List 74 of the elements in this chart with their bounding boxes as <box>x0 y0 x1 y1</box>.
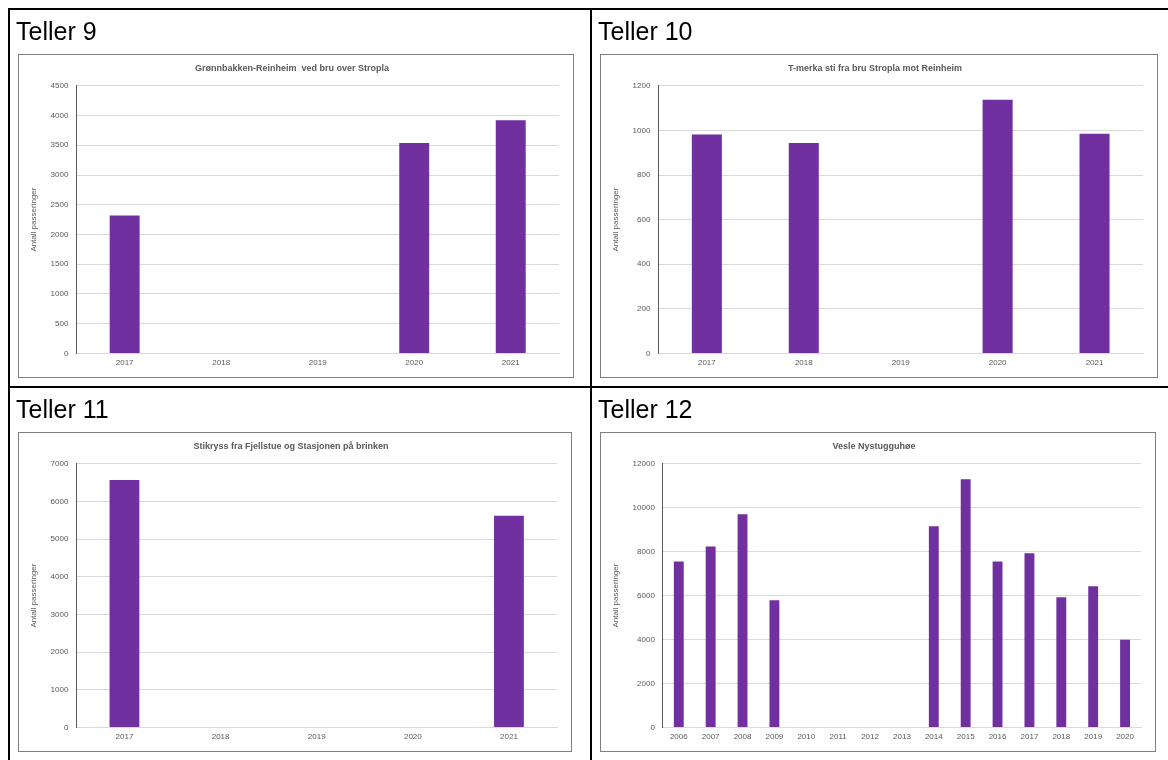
y-tick-label: 6000 <box>50 496 69 506</box>
y-tick-label: 12000 <box>632 459 656 468</box>
x-tick-label: 2016 <box>988 732 1007 742</box>
y-tick-label: 800 <box>637 170 651 180</box>
y-tick-label: 3500 <box>50 140 69 150</box>
x-tick-label: 2008 <box>733 732 752 742</box>
x-tick-label: 2013 <box>893 732 912 742</box>
y-tick-label: 1000 <box>50 684 69 694</box>
chart-subtitle: Vesle Nystugguhøe <box>832 440 916 451</box>
y-tick-label: 500 <box>55 318 69 328</box>
y-tick-label: 0 <box>63 722 69 732</box>
x-tick-label: 2007 <box>701 732 721 742</box>
y-tick-label: 600 <box>637 214 651 224</box>
x-tick-label: 2021 <box>1085 358 1104 368</box>
chart-title: Teller 10 <box>598 16 693 46</box>
x-tick-label: 2020 <box>1116 732 1135 742</box>
y-axis-title: Antall passeringer <box>29 187 38 252</box>
y-tick-label: 4000 <box>50 110 69 120</box>
y-tick-label: 0 <box>645 348 651 358</box>
x-tick-label: 2010 <box>797 732 816 742</box>
y-tick-label: 0 <box>650 722 656 732</box>
y-tick-label: 1000 <box>632 125 651 135</box>
y-tick-label: 5000 <box>50 534 69 544</box>
y-tick-label: 1200 <box>632 81 651 90</box>
y-tick-label: 3000 <box>50 609 69 619</box>
chart-subtitle: Grønnbakken-Reinheim ved bru over Stropla <box>194 62 391 73</box>
chart-title: Teller 12 <box>598 394 693 424</box>
x-tick-label: 2012 <box>861 732 880 742</box>
x-tick-label: 2017 <box>1020 732 1039 742</box>
x-tick-label: 2009 <box>765 732 784 742</box>
y-tick-label: 400 <box>637 259 651 269</box>
x-tick-label: 2015 <box>956 732 976 742</box>
chart-title: Teller 11 <box>16 394 109 424</box>
x-tick-label: 2017 <box>697 358 717 368</box>
x-tick-label: 2019 <box>891 358 911 368</box>
y-tick-label: 6000 <box>637 590 656 600</box>
x-tick-label: 2019 <box>308 358 328 368</box>
y-tick-label: 4000 <box>50 571 69 581</box>
x-tick-label: 2014 <box>924 732 944 742</box>
x-tick-label: 2021 <box>500 732 519 742</box>
x-tick-label: 2017 <box>115 358 135 368</box>
y-tick-label: 1500 <box>50 259 69 269</box>
y-tick-label: 200 <box>637 304 651 313</box>
x-tick-label: 2011 <box>829 732 848 742</box>
x-tick-label: 2021 <box>501 358 521 368</box>
y-tick-label: 4000 <box>637 634 656 644</box>
x-tick-label: 2006 <box>669 732 689 742</box>
y-tick-label: 2000 <box>50 229 69 239</box>
x-tick-label: 2017 <box>115 732 134 742</box>
x-tick-label: 2018 <box>212 358 231 368</box>
x-tick-label: 2020 <box>403 732 423 742</box>
chart-subtitle: T-merka sti fra bru Stropla mot Reinheim <box>787 62 963 73</box>
x-tick-label: 2018 <box>211 732 231 742</box>
y-tick-label: 8000 <box>637 546 656 556</box>
x-tick-label: 2018 <box>1052 732 1071 742</box>
chart-title: Teller 9 <box>16 16 97 46</box>
y-axis-title: Antall passeringer <box>611 187 620 252</box>
x-tick-label: 2019 <box>307 732 327 742</box>
y-axis-title: Antall passeringer <box>29 563 38 628</box>
y-tick-label: 2000 <box>637 678 656 688</box>
y-tick-label: 4500 <box>50 81 69 90</box>
y-tick-label: 7000 <box>50 459 69 468</box>
y-tick-label: 0 <box>63 348 69 358</box>
x-tick-label: 2019 <box>1084 732 1103 742</box>
y-axis-title: Antall passeringer <box>611 563 620 628</box>
y-tick-label: 2000 <box>50 647 69 657</box>
y-tick-label: 3000 <box>50 170 69 180</box>
x-tick-label: 2018 <box>794 358 814 368</box>
chart-subtitle: Stikryss fra Fjellstue og Stasjonen på brinken <box>193 440 389 451</box>
y-tick-label: 1000 <box>50 289 69 299</box>
x-tick-label: 2020 <box>405 358 424 368</box>
y-tick-label: 2500 <box>50 199 69 209</box>
y-tick-label: 10000 <box>632 502 656 512</box>
x-tick-label: 2020 <box>988 358 1008 368</box>
